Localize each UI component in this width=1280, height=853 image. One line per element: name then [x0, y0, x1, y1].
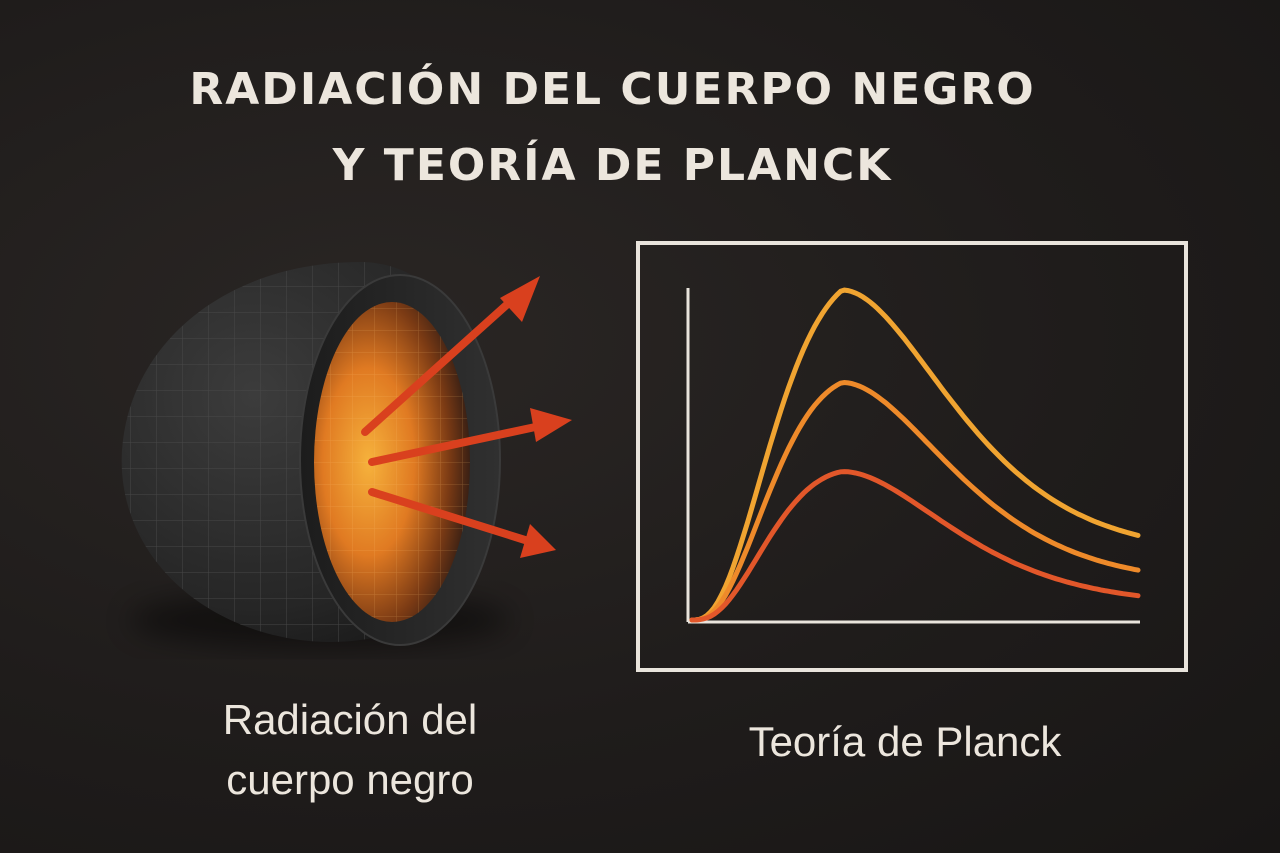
planck-curve-high [689, 287, 1141, 623]
planck-graph-frame [636, 241, 1188, 672]
caption-blackbody-line-2: cuerpo negro [226, 756, 474, 803]
planck-curve-mid [689, 379, 1141, 623]
caption-planck: Teoría de Planck [748, 718, 1062, 765]
blackbody-cavity [121, 262, 510, 648]
caption-blackbody: Radiación del cuerpo negro [150, 690, 550, 810]
planck-axes [686, 288, 1140, 624]
planck-curve-low [689, 469, 1141, 623]
arrow-middle [368, 422, 544, 466]
planck-curves [689, 287, 1141, 623]
title-line-2: Y TEORÍA DE PLANCK [332, 140, 893, 191]
page-title: RADIACIÓN DEL CUERPO NEGRO Y TEORÍA DE P… [0, 52, 1225, 204]
arrow-upper [361, 296, 516, 436]
radiation-arrows [361, 276, 572, 558]
arrow-lower [368, 488, 529, 544]
title-line-1: RADIACIÓN DEL CUERPO NEGRO [189, 64, 1036, 115]
caption-blackbody-line-1: Radiación del [222, 696, 478, 743]
